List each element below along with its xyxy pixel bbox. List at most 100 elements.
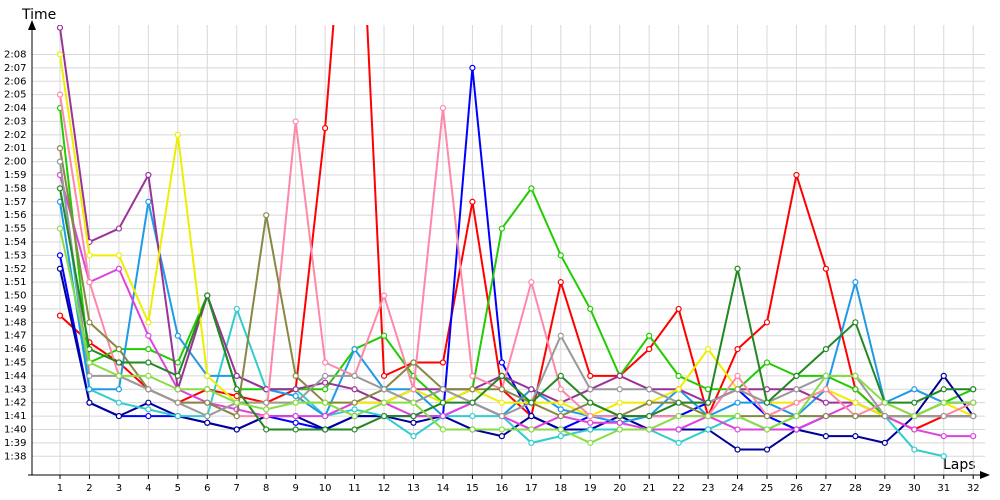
data-point [263, 412, 270, 420]
data-point [56, 91, 64, 98]
data-point [469, 372, 476, 379]
x-tick-label: 15 [466, 483, 479, 494]
y-tick-label: 2:07 [4, 63, 26, 74]
x-tick-label: 3 [116, 483, 122, 494]
data-point [852, 386, 859, 393]
data-point [174, 399, 181, 406]
data-point [587, 419, 594, 426]
y-tick-label: 1:42 [4, 398, 26, 409]
data-point [145, 171, 152, 179]
x-tick-label: 21 [643, 483, 656, 494]
y-tick-label: 1:39 [4, 438, 26, 449]
data-point [292, 386, 299, 393]
data-point [410, 433, 417, 440]
y-arrow [28, 20, 36, 30]
data-point [970, 386, 977, 393]
y-tick-label: 1:57 [4, 197, 26, 208]
series-line [58, 161, 974, 418]
data-point [380, 332, 388, 339]
y-tick-label: 1:56 [4, 210, 26, 221]
data-point [557, 386, 564, 393]
y-tick-label: 2:03 [4, 116, 26, 127]
y-tick-label: 2:01 [4, 143, 26, 154]
data-point [793, 372, 800, 379]
data-point [115, 265, 123, 272]
data-point [498, 386, 505, 393]
data-point [852, 412, 859, 420]
y-tick-label: 2:05 [4, 90, 26, 101]
data-point [763, 412, 771, 420]
data-point [587, 372, 594, 379]
data-point [498, 433, 505, 440]
x-tick-label: 5 [175, 483, 181, 494]
data-point [115, 386, 123, 393]
data-point [881, 412, 888, 420]
data-point [469, 426, 476, 433]
data-point [940, 386, 947, 393]
data-point [469, 399, 476, 406]
data-point [233, 426, 240, 433]
data-point [704, 346, 712, 353]
data-point [528, 399, 535, 406]
data-point [557, 372, 564, 379]
data-point [439, 359, 447, 366]
data-point [292, 372, 299, 379]
data-point [557, 412, 564, 420]
data-point [56, 225, 64, 232]
data-point [646, 346, 653, 353]
data-point [86, 319, 93, 326]
data-point [498, 412, 505, 420]
x-tick-label: 20 [613, 483, 626, 494]
data-point [351, 372, 358, 379]
x-tick-label: 32 [967, 483, 980, 494]
data-point [145, 412, 152, 420]
data-point [174, 131, 181, 138]
data-point [793, 386, 800, 393]
data-point [852, 399, 859, 406]
data-point [940, 453, 947, 460]
data-point [822, 372, 830, 379]
data-point [557, 426, 564, 433]
data-point [822, 412, 830, 420]
data-point [528, 439, 535, 446]
data-point [351, 386, 358, 393]
data-point [734, 386, 741, 393]
data-point [56, 185, 64, 192]
data-point [587, 439, 594, 446]
data-point [410, 399, 417, 406]
data-point [204, 419, 211, 426]
data-point [204, 399, 211, 406]
data-point [734, 265, 741, 272]
data-point [115, 359, 123, 366]
data-point [56, 312, 64, 319]
data-point [940, 372, 947, 379]
data-point [145, 399, 152, 406]
data-point [616, 419, 623, 426]
x-tick-label: 22 [672, 483, 685, 494]
data-point [911, 399, 918, 406]
data-point [174, 372, 181, 379]
x-tick-label: 23 [702, 483, 715, 494]
data-point [204, 292, 211, 299]
plot-area [56, 25, 977, 460]
y-tick-label: 1:44 [4, 371, 26, 382]
data-point [145, 386, 152, 393]
data-point [233, 412, 240, 420]
data-point [793, 426, 800, 433]
data-point [469, 64, 476, 71]
data-point [86, 252, 93, 259]
data-point [763, 319, 771, 326]
y-tick-label: 1:49 [4, 304, 26, 315]
data-point [380, 372, 388, 379]
data-point [56, 25, 64, 31]
data-point [204, 386, 211, 393]
data-point [852, 372, 859, 379]
y-tick-label: 1:46 [4, 344, 26, 355]
data-point [439, 104, 447, 112]
data-point [145, 319, 152, 326]
data-point [56, 145, 64, 152]
data-point [145, 198, 152, 205]
data-point [557, 332, 564, 339]
data-point [616, 372, 623, 379]
